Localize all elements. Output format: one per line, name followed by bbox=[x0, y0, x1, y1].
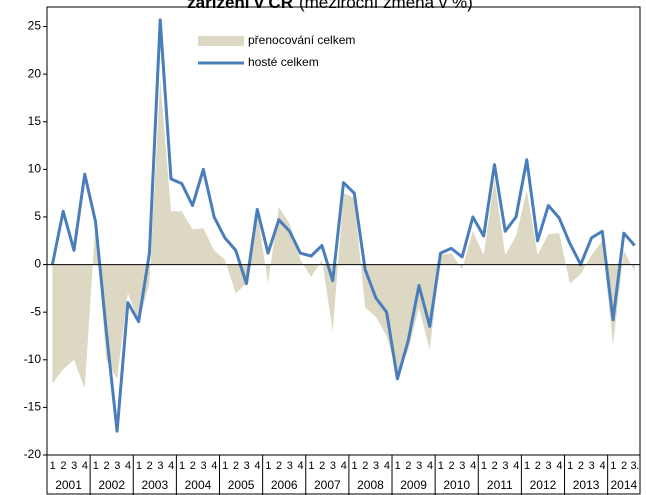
year-label: 2005 bbox=[228, 478, 255, 492]
x-tick-label: 2 bbox=[233, 460, 239, 472]
x-tick-label: 2 bbox=[492, 460, 498, 472]
x-tick-label: 4 bbox=[427, 460, 433, 472]
x-tick-label: 4 bbox=[599, 460, 605, 472]
x-tick-label: 3 bbox=[546, 460, 552, 472]
x-tick-label: 4 bbox=[556, 460, 562, 472]
y-tick-label: 20 bbox=[28, 66, 42, 80]
y-tick-label: -10 bbox=[24, 352, 42, 366]
y-tick-label: 5 bbox=[34, 209, 41, 223]
x-tick-label: 2 bbox=[405, 460, 411, 472]
year-label: 2007 bbox=[314, 478, 341, 492]
year-label: 2014 bbox=[610, 478, 637, 492]
year-label: 2012 bbox=[530, 478, 557, 492]
x-tick-label: 1 bbox=[438, 460, 444, 472]
x-tick-label: 2 bbox=[319, 460, 325, 472]
year-label: 2008 bbox=[357, 478, 384, 492]
x-tick-label: 2 bbox=[276, 460, 282, 472]
x-tick-label: 3 bbox=[201, 460, 207, 472]
year-label: 2002 bbox=[98, 478, 125, 492]
year-label: 2004 bbox=[185, 478, 212, 492]
x-tick-label: 2 bbox=[449, 460, 455, 472]
year-label: 2010 bbox=[443, 478, 470, 492]
x-tick-label: 3 bbox=[287, 460, 293, 472]
x-tick-label: 4 bbox=[82, 460, 88, 472]
x-tick-label: 1 bbox=[136, 460, 142, 472]
x-tick-label: 3 bbox=[373, 460, 379, 472]
x-tick-label: 1 bbox=[265, 460, 271, 472]
x-tick-label: 3 bbox=[114, 460, 120, 472]
x-tick-label: 1 bbox=[50, 460, 56, 472]
year-label: 2013 bbox=[573, 478, 600, 492]
x-tick-label: 4 bbox=[341, 460, 347, 472]
legend-label: přenocování celkem bbox=[248, 33, 355, 47]
line bbox=[50, 18, 636, 433]
x-tick-label: 1 bbox=[610, 460, 616, 472]
x-tick-label: 4 bbox=[513, 460, 519, 472]
title: zařízení v ČR bbox=[187, 0, 293, 12]
x-tick-label: 1 bbox=[524, 460, 530, 472]
area bbox=[52, 78, 635, 389]
y-tick-label: 25 bbox=[28, 19, 42, 33]
x-tick-label: 3 bbox=[71, 460, 77, 472]
x-tick-label: 2 bbox=[535, 460, 541, 472]
x-tick-label: 2 bbox=[362, 460, 368, 472]
year-label: 2009 bbox=[400, 478, 427, 492]
y-tick-label: 10 bbox=[28, 162, 42, 176]
x-tick-label: 3 bbox=[244, 460, 250, 472]
y-tick-label: -15 bbox=[24, 400, 42, 414]
y-tick-label: 15 bbox=[28, 114, 42, 128]
y-tick-label: -5 bbox=[30, 304, 41, 318]
x-tick-label: 4 bbox=[254, 460, 260, 472]
legend-label: hosté celkem bbox=[248, 55, 319, 69]
x-tick-label: 3 bbox=[416, 460, 422, 472]
x-tick-label: 1 bbox=[481, 460, 487, 472]
x-tick-label: 2 bbox=[60, 460, 66, 472]
y-tick-label: 0 bbox=[34, 257, 41, 271]
x-tick-label: 1 bbox=[395, 460, 401, 472]
chart-title: zařízení v ČR (meziroční změna v %) bbox=[187, 0, 473, 12]
x-tick-label: 2 bbox=[578, 460, 584, 472]
year-label: 2001 bbox=[55, 478, 82, 492]
x-tick-label: 1 bbox=[222, 460, 228, 472]
x-tick-label: 1 bbox=[567, 460, 573, 472]
x-tick-label: 3 bbox=[502, 460, 508, 472]
x-tick-label: 3 bbox=[157, 460, 163, 472]
x-tick-label: 2 bbox=[103, 460, 109, 472]
x-tick-label: 3 bbox=[589, 460, 595, 472]
year-label: 2003 bbox=[141, 478, 168, 492]
x-tick-label: 1 bbox=[351, 460, 357, 472]
year-label: 2006 bbox=[271, 478, 298, 492]
x-tick-label: 1 bbox=[93, 460, 99, 472]
x-tick-label: 4 bbox=[298, 460, 304, 472]
x-tick-label: 3 bbox=[459, 460, 465, 472]
legend-swatch bbox=[198, 36, 244, 46]
x-tick-label: 3. bbox=[631, 460, 640, 472]
x-tick-label: 4 bbox=[470, 460, 476, 472]
x-tick-label: 3 bbox=[330, 460, 336, 472]
y-tick-label: -20 bbox=[24, 447, 42, 461]
subtitle: (meziroční změna v %) bbox=[299, 0, 473, 12]
year-label: 2011 bbox=[487, 478, 513, 492]
x-tick-label: 4 bbox=[125, 460, 131, 472]
x-tick-label: 4 bbox=[384, 460, 390, 472]
x-tick-label: 2 bbox=[621, 460, 627, 472]
x-tick-label: 4 bbox=[211, 460, 217, 472]
x-tick-label: 2 bbox=[147, 460, 153, 472]
x-tick-label: 1 bbox=[179, 460, 185, 472]
x-tick-label: 2 bbox=[190, 460, 196, 472]
x-tick-label: 1 bbox=[308, 460, 314, 472]
x-tick-label: 4 bbox=[168, 460, 174, 472]
